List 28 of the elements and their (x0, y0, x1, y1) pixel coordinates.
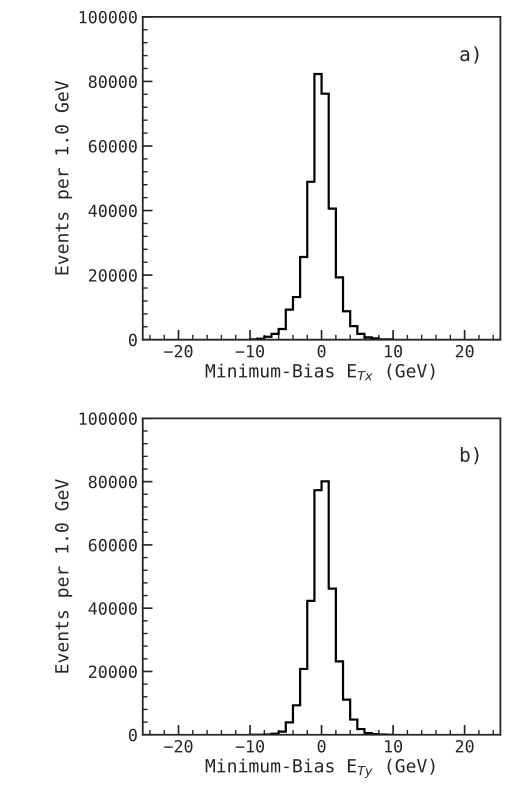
x-tick-label: 10 (385, 344, 402, 358)
x-tick-label: −10 (236, 344, 264, 358)
y-tick-label: 20000 (88, 269, 137, 282)
x-tick-label: 20 (456, 344, 474, 358)
y-tick-label: 100000 (80, 10, 137, 24)
x-tick-label: −20 (164, 344, 192, 358)
annotation: b) (460, 446, 478, 464)
y-axis-title: Events per 1.0 GeV (54, 80, 72, 274)
x-tick-label: −20 (164, 740, 192, 753)
y-tick-label: 100000 (80, 412, 137, 425)
annotation: a) (460, 46, 478, 64)
y-tick-label: 60000 (88, 140, 137, 153)
y-tick-label: 0 (128, 334, 137, 346)
x-tick-label: 0 (318, 740, 326, 753)
y-tick-label: 40000 (88, 602, 137, 615)
x-axis-title: Minimum-Bias E$_{Ty}$ (GeV) (206, 758, 434, 778)
x-axis-title: Minimum-Bias E$_{Tx}$ (GeV) (206, 364, 434, 380)
y-tick-label: 20000 (88, 665, 137, 678)
x-tick-label: −10 (236, 740, 264, 753)
x-tick-label: 20 (456, 740, 474, 753)
x-tick-label: 10 (385, 740, 402, 753)
y-tick-label: 0 (128, 728, 137, 742)
y-tick-label: 80000 (88, 476, 137, 488)
y-axis-title: Events per 1.0 GeV (54, 479, 72, 673)
y-tick-label: 80000 (88, 75, 137, 88)
y-tick-label: 60000 (88, 538, 137, 552)
x-tick-label: 0 (318, 344, 326, 358)
y-tick-label: 40000 (88, 204, 137, 218)
